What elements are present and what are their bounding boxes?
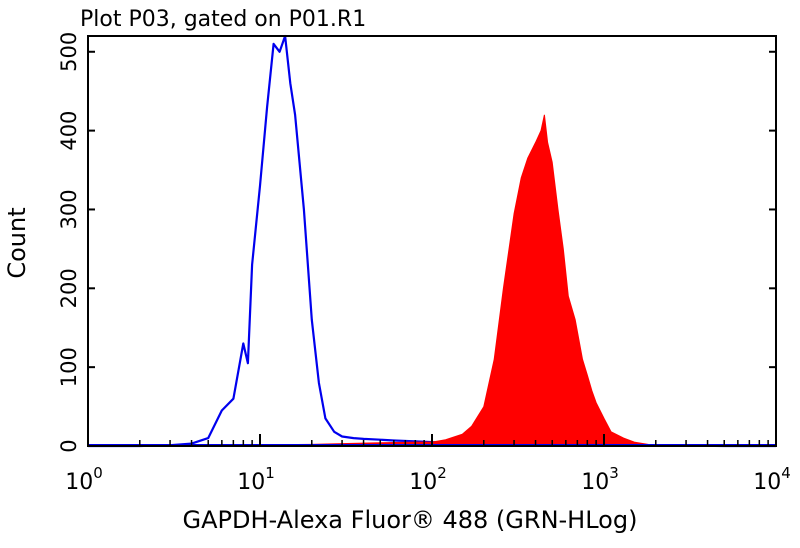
x-tick-exponent: 2 bbox=[437, 464, 447, 482]
plot-area bbox=[87, 34, 776, 448]
x-tick-exponent: 0 bbox=[93, 464, 103, 482]
x-tick-label: 103 bbox=[581, 464, 619, 495]
y-tick-label: 300 bbox=[57, 189, 81, 229]
y-tick-label: 100 bbox=[57, 347, 81, 387]
x-tick-exponent: 3 bbox=[609, 464, 619, 482]
x-axis-label: GAPDH-Alexa Fluor® 488 (GRN-HLog) bbox=[183, 506, 638, 534]
x-tick-label: 102 bbox=[409, 464, 447, 495]
x-axis: 100 101 102 103 104 bbox=[65, 434, 791, 495]
y-tick-label: 500 bbox=[57, 32, 81, 72]
y-tick-label: 200 bbox=[57, 268, 81, 308]
y-axis-label: Count bbox=[3, 207, 31, 278]
plot-frame bbox=[87, 35, 777, 447]
series-1-filled-histogram bbox=[87, 114, 776, 447]
x-tick-exponent: 4 bbox=[781, 464, 791, 482]
chart-title: Plot P03, gated on P01.R1 bbox=[80, 7, 366, 32]
x-tick-label: 101 bbox=[237, 464, 275, 495]
y-tick-label: 400 bbox=[57, 111, 81, 151]
y-tick-label: 0 bbox=[57, 439, 81, 452]
x-tick-label: 100 bbox=[65, 464, 103, 495]
y-axis: 0 100 200 300 400 500 bbox=[57, 32, 776, 453]
x-tick-label: 104 bbox=[753, 464, 791, 495]
series-0-histogram-line bbox=[88, 34, 776, 448]
x-tick-exponent: 1 bbox=[265, 464, 275, 482]
